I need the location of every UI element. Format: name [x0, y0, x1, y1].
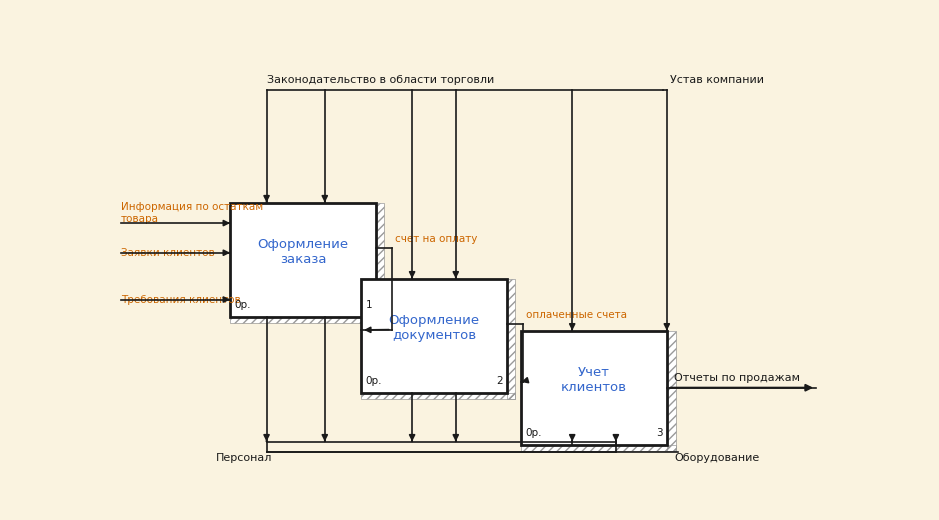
- Text: Требования клиентов: Требования клиентов: [121, 294, 240, 305]
- Bar: [507, 279, 516, 399]
- Text: Оформление
заказа: Оформление заказа: [257, 238, 348, 266]
- Text: Информация по остаткам
товара: Информация по остаткам товара: [121, 202, 263, 224]
- Text: Оформление
документов: Оформление документов: [389, 314, 480, 342]
- Bar: [521, 445, 667, 451]
- Text: 0р.: 0р.: [365, 376, 382, 386]
- Bar: [376, 202, 384, 322]
- Bar: [362, 279, 507, 393]
- Bar: [521, 331, 667, 445]
- Bar: [507, 279, 516, 399]
- Text: 0р.: 0р.: [526, 428, 542, 438]
- Bar: [230, 317, 384, 322]
- Bar: [230, 317, 376, 322]
- Text: Заявки клиентов: Заявки клиентов: [121, 248, 215, 258]
- Text: Законодательство в области торговли: Законодательство в области торговли: [267, 75, 494, 85]
- Bar: [521, 445, 675, 451]
- Bar: [667, 331, 675, 451]
- Text: Устав компании: Устав компании: [670, 75, 764, 85]
- Text: Оборудование: Оборудование: [674, 452, 760, 463]
- Text: Учет
клиентов: Учет клиентов: [561, 366, 627, 394]
- Bar: [667, 331, 675, 451]
- Text: оплаченные счета: оплаченные счета: [527, 310, 627, 320]
- Text: 0р.: 0р.: [235, 300, 251, 310]
- Bar: [376, 202, 384, 322]
- Text: 3: 3: [656, 428, 663, 438]
- Text: Отчеты по продажам: Отчеты по продажам: [674, 373, 800, 383]
- Text: Персонал: Персонал: [216, 452, 272, 463]
- Text: 1: 1: [365, 300, 372, 310]
- Text: счет на оплату: счет на оплату: [395, 234, 478, 244]
- Bar: [362, 393, 516, 399]
- Bar: [362, 393, 507, 399]
- Text: 2: 2: [497, 376, 503, 386]
- Bar: [230, 202, 376, 317]
